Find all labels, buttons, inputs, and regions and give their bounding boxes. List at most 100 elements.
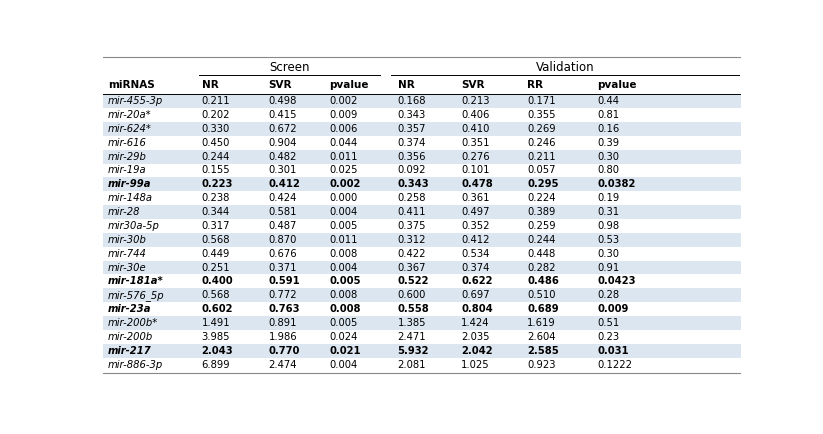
Bar	[103, 247, 741, 260]
Text: 0.031: 0.031	[597, 346, 629, 356]
Text: mir-576_5p: mir-576_5p	[108, 290, 165, 301]
Text: 0.355: 0.355	[527, 110, 556, 120]
Text: 0.317: 0.317	[202, 221, 230, 231]
Bar	[103, 358, 741, 372]
Text: 1.424: 1.424	[462, 318, 490, 328]
Text: 0.81: 0.81	[597, 110, 620, 120]
Text: mir-181a*: mir-181a*	[108, 276, 164, 286]
Text: 2.043: 2.043	[202, 346, 234, 356]
Text: 2.604: 2.604	[527, 332, 556, 342]
Text: 1.385: 1.385	[398, 318, 426, 328]
Text: 0.449: 0.449	[202, 249, 230, 259]
Text: 0.367: 0.367	[398, 263, 426, 273]
Text: 1.491: 1.491	[202, 318, 230, 328]
Text: 0.482: 0.482	[268, 151, 297, 161]
Text: 3.985: 3.985	[202, 332, 230, 342]
Bar	[103, 108, 741, 122]
Text: pvalue: pvalue	[329, 80, 369, 91]
Text: 0.024: 0.024	[329, 332, 358, 342]
Text: 0.374: 0.374	[398, 138, 426, 148]
Text: 0.044: 0.044	[329, 138, 357, 148]
Text: 0.602: 0.602	[202, 304, 233, 314]
Text: 0.486: 0.486	[527, 276, 559, 286]
Text: 0.008: 0.008	[329, 290, 357, 300]
Text: 0.904: 0.904	[268, 138, 297, 148]
Text: 0.44: 0.44	[597, 96, 619, 106]
Text: 0.389: 0.389	[527, 207, 556, 217]
Text: 0.498: 0.498	[268, 96, 297, 106]
Text: mir-455-3p: mir-455-3p	[108, 96, 163, 106]
Text: mir-29b: mir-29b	[108, 151, 146, 161]
Text: 0.244: 0.244	[202, 151, 230, 161]
Text: 0.258: 0.258	[398, 193, 426, 203]
Text: 2.081: 2.081	[398, 360, 426, 370]
Text: 0.400: 0.400	[202, 276, 234, 286]
Text: 0.211: 0.211	[527, 151, 556, 161]
Text: miRNAS: miRNAS	[108, 80, 155, 91]
Text: 0.406: 0.406	[462, 110, 490, 120]
Text: 0.19: 0.19	[597, 193, 620, 203]
Text: 0.005: 0.005	[329, 276, 360, 286]
Text: 6.899: 6.899	[202, 360, 230, 370]
Text: 0.923: 0.923	[527, 360, 556, 370]
Bar	[103, 150, 741, 164]
Text: 0.357: 0.357	[398, 124, 426, 134]
Text: 0.269: 0.269	[527, 124, 556, 134]
Text: 0.343: 0.343	[398, 110, 425, 120]
Text: 0.259: 0.259	[527, 221, 556, 231]
Text: 0.356: 0.356	[398, 151, 426, 161]
Text: 0.424: 0.424	[268, 193, 297, 203]
Text: mir-200b: mir-200b	[108, 332, 153, 342]
Text: RR: RR	[527, 80, 543, 91]
Text: 0.251: 0.251	[202, 263, 230, 273]
Text: 0.101: 0.101	[462, 165, 490, 175]
Text: 0.697: 0.697	[462, 290, 490, 300]
Text: 0.202: 0.202	[202, 110, 230, 120]
Text: 0.30: 0.30	[597, 151, 619, 161]
Bar	[103, 288, 741, 302]
Text: 0.600: 0.600	[398, 290, 426, 300]
Text: 0.558: 0.558	[398, 304, 430, 314]
Text: 0.344: 0.344	[202, 207, 230, 217]
Bar	[103, 178, 741, 191]
Text: 0.80: 0.80	[597, 165, 619, 175]
Bar	[103, 191, 741, 205]
Text: 0.412: 0.412	[462, 235, 490, 245]
Text: 0.374: 0.374	[462, 263, 490, 273]
Text: 0.0382: 0.0382	[597, 179, 635, 189]
Text: 0.450: 0.450	[202, 138, 230, 148]
Text: 0.057: 0.057	[527, 165, 556, 175]
Bar	[103, 344, 741, 358]
Bar	[103, 94, 741, 108]
Text: 2.474: 2.474	[268, 360, 297, 370]
Text: mir-99a: mir-99a	[108, 179, 151, 189]
Text: 0.282: 0.282	[527, 263, 556, 273]
Text: 0.009: 0.009	[597, 304, 629, 314]
Text: 0.171: 0.171	[527, 96, 556, 106]
Text: 0.568: 0.568	[202, 290, 230, 300]
Text: 0.1222: 0.1222	[597, 360, 632, 370]
Text: 0.478: 0.478	[462, 179, 493, 189]
Text: 0.025: 0.025	[329, 165, 358, 175]
Text: 2.585: 2.585	[527, 346, 559, 356]
Text: 0.672: 0.672	[268, 124, 297, 134]
Text: mir-20a*: mir-20a*	[108, 110, 151, 120]
Text: 0.487: 0.487	[268, 221, 297, 231]
Text: 0.343: 0.343	[398, 179, 429, 189]
Bar	[103, 122, 741, 136]
Text: 0.011: 0.011	[329, 235, 358, 245]
Bar	[103, 260, 741, 274]
Text: NR: NR	[202, 80, 218, 91]
Text: 0.53: 0.53	[597, 235, 620, 245]
Text: 0.223: 0.223	[202, 179, 233, 189]
Text: 0.004: 0.004	[329, 360, 357, 370]
Text: 0.581: 0.581	[268, 207, 297, 217]
Text: 0.39: 0.39	[597, 138, 620, 148]
Text: 0.246: 0.246	[527, 138, 556, 148]
Text: mir-200b*: mir-200b*	[108, 318, 158, 328]
Text: 0.91: 0.91	[597, 263, 620, 273]
Text: NR: NR	[398, 80, 414, 91]
Text: mir-19a: mir-19a	[108, 165, 146, 175]
Text: 0.412: 0.412	[268, 179, 300, 189]
Text: 0.352: 0.352	[462, 221, 490, 231]
